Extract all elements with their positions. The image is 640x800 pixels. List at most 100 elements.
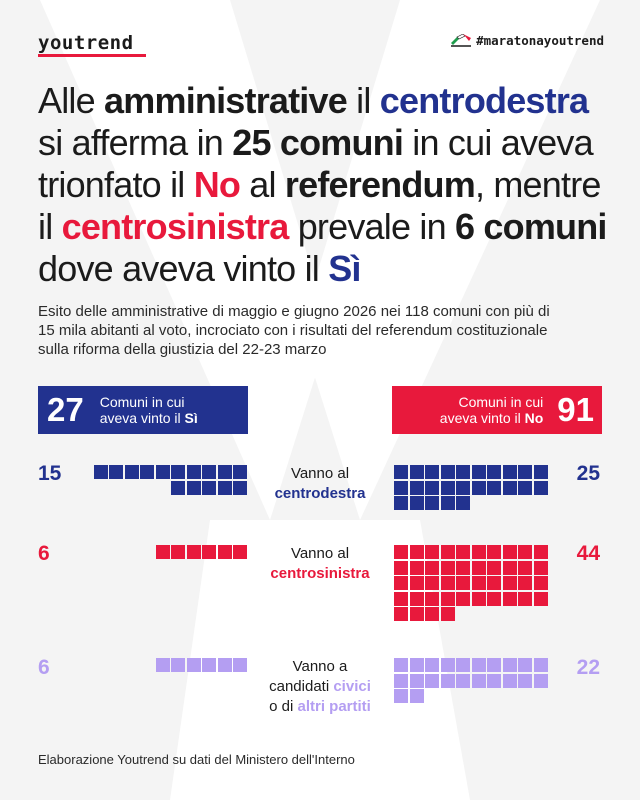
headline-segment: 6 comuni <box>455 206 607 247</box>
waffle-cell-no-civici <box>533 673 548 688</box>
waffle-cell-si-centrodestra <box>93 465 108 479</box>
waffle-cell-no-centrosinistra <box>471 545 486 559</box>
waffle-cell-si-centrodestra <box>233 480 247 495</box>
footer-source: Elaborazione Youtrend su dati del Minist… <box>38 752 355 767</box>
waffle-cell-no-centrodestra <box>533 480 548 495</box>
subtitle: Esito delle amministrative di maggio e g… <box>38 303 550 358</box>
hashtag-text: #maratonayoutrend <box>476 33 604 48</box>
headline-segment: Sì <box>328 248 361 289</box>
waffle-cell-no-centrosinistra <box>394 576 408 590</box>
waffle-cell-no-centrosinistra <box>502 545 517 559</box>
no-civici-count: 22 <box>576 656 600 679</box>
waffle-cell-no-centrosinistra <box>409 591 424 606</box>
waffle-cell-no-centrosinistra <box>487 576 501 590</box>
headline-segment: centrodestra <box>379 80 589 121</box>
waffle-cell-no-civici <box>425 673 439 688</box>
waffle-cell-no-centrosinistra <box>487 591 501 606</box>
waffle-cell-si-centrodestra <box>202 465 216 479</box>
waffle-cell-no-centrodestra <box>394 480 408 495</box>
waffle-cell-si-civici <box>233 658 247 672</box>
waffle-cell-si-civici <box>186 658 201 672</box>
no-total-label: Comuni in cui aveva vinto il No <box>439 394 544 426</box>
waffle-cell-no-centrodestra <box>440 465 455 479</box>
waffle-cell-no-centrosinistra <box>471 560 486 575</box>
waffle-cell-no-centrosinistra <box>533 560 548 575</box>
youtrend-logo: youtrend <box>38 32 134 54</box>
waffle-cell-no-civici <box>456 673 470 688</box>
waffle-cell-no-centrosinistra <box>502 576 517 590</box>
waffle-cell-si-civici <box>155 658 170 672</box>
hashtag-tag: #maratonayoutrend <box>451 33 604 48</box>
headline-segment: amministrative <box>104 80 348 121</box>
waffle-cell-no-civici <box>394 673 408 688</box>
si-total-label: Comuni in cui aveva vinto il Sì <box>99 394 198 426</box>
waffle-cell-no-centrosinistra <box>440 607 455 621</box>
waffle-cell-no-centrodestra <box>456 480 470 495</box>
waffle-cell-si-centrosinistra <box>186 545 201 559</box>
waffle-cell-no-civici <box>409 689 424 703</box>
waffle-cell-no-centrosinistra <box>487 545 501 559</box>
waffle-cell-no-centrodestra <box>425 465 439 479</box>
waffle-cell-no-centrosinistra <box>409 545 424 559</box>
waffle-cell-no-centrosinistra <box>533 576 548 590</box>
waffle-cell-si-centrodestra <box>140 465 154 479</box>
waffle-cell-no-centrodestra <box>425 480 439 495</box>
waffle-cell-no-centrodestra <box>533 465 548 479</box>
waffle-cell-no-centrosinistra <box>502 560 517 575</box>
waffle-cell-si-centrodestra <box>186 465 201 479</box>
waffle-cell-no-centrodestra <box>518 465 532 479</box>
waffle-cell-no-civici <box>518 673 532 688</box>
waffle-cell-no-centrodestra <box>394 496 408 510</box>
waffle-cell-no-centrodestra <box>440 480 455 495</box>
waffle-cell-no-civici <box>425 658 439 672</box>
waffle-cell-no-centrosinistra <box>394 607 408 621</box>
waffle-cell-no-centrodestra <box>487 480 501 495</box>
waffle-cell-no-centrosinistra <box>518 591 532 606</box>
waffle-cell-no-centrodestra <box>456 496 470 510</box>
waffle-cell-no-civici <box>502 658 517 672</box>
waffle-cell-si-centrodestra <box>217 465 232 479</box>
waffle-cell-no-civici <box>487 658 501 672</box>
waffle-cell-no-centrodestra <box>394 465 408 479</box>
waffle-cell-no-centrodestra <box>502 465 517 479</box>
waffle-cell-no-centrosinistra <box>409 560 424 575</box>
waffle-cell-si-centrosinistra <box>217 545 232 559</box>
waffle-cell-no-centrodestra <box>487 465 501 479</box>
waffle-cell-si-centrosinistra <box>171 545 185 559</box>
waffle-cell-no-centrosinistra <box>425 576 439 590</box>
waffle-cell-no-centrosinistra <box>533 591 548 606</box>
waffle-cell-si-centrodestra <box>155 465 170 479</box>
waffle-cell-no-centrosinistra <box>425 545 439 559</box>
headline-segment: al <box>240 164 285 205</box>
waffle-cell-si-centrodestra <box>124 465 139 479</box>
headline-segment: No <box>193 164 241 205</box>
row-label-centrosinistra: Vanno al centrosinistra <box>270 545 370 582</box>
waffle-cell-no-civici <box>409 658 424 672</box>
waffle-cell-si-civici <box>217 658 232 672</box>
waffle-cell-no-centrosinistra <box>518 560 532 575</box>
waffle-cell-si-centrodestra <box>171 480 185 495</box>
waffle-cell-no-civici <box>394 658 408 672</box>
waffle-cell-si-centrodestra <box>109 465 123 479</box>
waffle-cell-no-centrodestra <box>425 496 439 510</box>
waffle-cell-si-centrodestra <box>202 480 216 495</box>
waffle-cell-no-centrosinistra <box>533 545 548 559</box>
waffle-cell-no-centrosinistra <box>518 576 532 590</box>
si-total-value: 27 <box>47 391 84 428</box>
waffle-cell-no-centrodestra <box>471 480 486 495</box>
waffle-cell-si-centrosinistra <box>155 545 170 559</box>
headline-segment: il <box>346 80 380 121</box>
row-label-centrodestra: Vanno al centrodestra <box>274 465 366 502</box>
headline-segment: si afferma in <box>38 122 233 163</box>
headline-segment: , mentre il <box>38 164 601 247</box>
waffle-cell-no-centrosinistra <box>502 591 517 606</box>
waffle-cell-no-centrosinistra <box>425 607 439 621</box>
waffle-cell-no-civici <box>440 673 455 688</box>
si-centrodestra-count: 15 <box>38 462 62 485</box>
no-total-value: 91 <box>557 391 594 428</box>
waffle-cell-no-centrodestra <box>518 480 532 495</box>
waffle-cell-no-centrosinistra <box>440 545 455 559</box>
waffle-cell-no-centrosinistra <box>440 591 455 606</box>
waffle-cell-no-centrosinistra <box>425 560 439 575</box>
